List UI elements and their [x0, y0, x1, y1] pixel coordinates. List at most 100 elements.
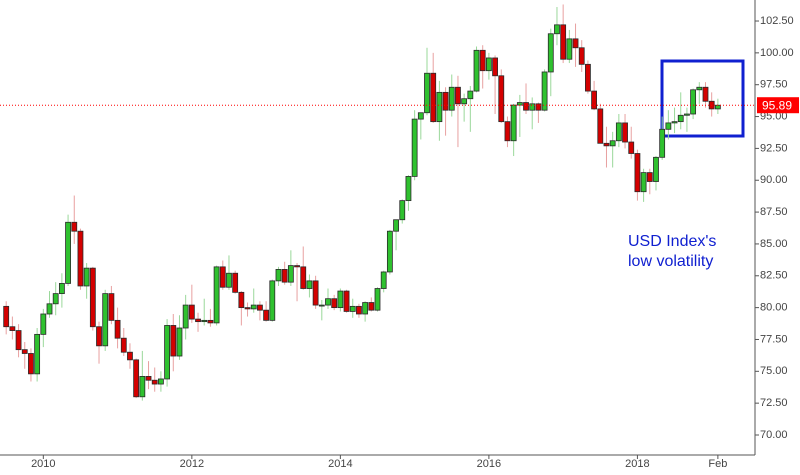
candle-body: [640, 172, 647, 193]
candle-body: [430, 72, 437, 123]
candle-body: [547, 33, 554, 73]
candle-body: [473, 49, 480, 92]
candle-body: [28, 353, 34, 375]
candle-body: [250, 304, 257, 310]
y-tick-label: 80.00: [760, 302, 788, 314]
candle-body: [114, 319, 121, 339]
candle-body: [219, 266, 226, 288]
x-tick-label: 2018: [625, 458, 649, 470]
candle-body: [411, 118, 418, 177]
candle-body: [653, 156, 659, 182]
candle-body: [510, 104, 517, 142]
candle-body: [529, 103, 536, 111]
candle-body: [368, 302, 375, 311]
candle-body: [665, 122, 672, 130]
x-tick-label: 2014: [328, 458, 352, 470]
x-tick-label: 2012: [180, 458, 204, 470]
candle-body: [244, 307, 251, 310]
candle-body: [71, 221, 78, 232]
candle-body: [405, 176, 412, 202]
y-tick-label: 82.50: [760, 270, 788, 282]
candle-body: [356, 305, 362, 315]
candle-body: [294, 265, 300, 268]
candle-body: [541, 71, 548, 111]
candle-body: [498, 75, 505, 123]
candle-body: [170, 325, 177, 357]
candle-body: [659, 128, 666, 158]
candle-body: [188, 304, 195, 320]
candle-body: [646, 172, 653, 182]
candle-body: [195, 318, 201, 323]
candle-body: [127, 351, 133, 361]
candle-body: [158, 378, 164, 385]
candle-body: [21, 349, 28, 354]
candle-body: [696, 86, 703, 91]
candle-body: [455, 86, 461, 105]
candle-body: [337, 290, 344, 309]
candle-body: [58, 283, 65, 295]
candle-body: [622, 122, 628, 143]
y-tick-label: 90.00: [760, 174, 788, 186]
candle-body: [306, 280, 313, 289]
candle-body: [40, 313, 47, 335]
candle-body: [182, 304, 189, 329]
candle-body: [566, 38, 573, 60]
candle-body: [442, 91, 449, 111]
candle-body: [89, 267, 96, 328]
y-tick-label: 75.00: [760, 365, 788, 377]
candle-body: [287, 265, 294, 283]
y-tick-label: 92.50: [760, 142, 788, 154]
candle-body: [677, 114, 684, 123]
candle-body: [349, 305, 356, 312]
candle-body: [238, 291, 245, 309]
candle-body: [257, 304, 263, 311]
candle-body: [535, 103, 542, 111]
y-tick-label: 77.50: [760, 333, 788, 345]
highlight-box: [660, 59, 745, 138]
candle-body: [560, 24, 567, 60]
y-tick-label: 85.00: [760, 238, 788, 250]
candle-body: [213, 266, 220, 324]
candle-body: [671, 121, 678, 124]
candle-body: [108, 293, 115, 321]
candle-body: [399, 200, 406, 221]
candle-body: [325, 298, 331, 306]
candle-body: [615, 122, 622, 142]
candle-body: [96, 326, 102, 347]
candle-body: [176, 327, 183, 357]
candle-body: [523, 102, 529, 111]
candle-body: [479, 49, 486, 72]
y-tick-label: 72.50: [760, 397, 788, 409]
candle-body: [702, 86, 709, 102]
candle-body: [436, 91, 443, 123]
candle-body: [343, 290, 350, 312]
candle-body: [120, 337, 127, 353]
candle-body: [77, 230, 84, 287]
y-tick-label: 95.00: [760, 110, 788, 122]
candle-body: [102, 293, 109, 347]
candle-body: [461, 98, 468, 105]
candle-body: [34, 333, 41, 375]
candle-body: [46, 303, 53, 315]
candle-body: [554, 24, 560, 35]
y-tick-label: 102.50: [760, 15, 794, 27]
candle-body: [312, 280, 319, 306]
candle-body: [634, 153, 641, 193]
candle-body: [467, 90, 474, 100]
candle-body: [591, 90, 597, 110]
candle-body: [201, 319, 208, 323]
candle-body: [331, 298, 338, 309]
x-tick-label: Feb: [708, 458, 727, 470]
annotation: USD Index's low volatility: [628, 233, 716, 270]
candles: [3, 4, 721, 401]
candle-body: [417, 112, 424, 120]
candle-body: [424, 72, 430, 114]
x-tick-label: 2010: [31, 458, 55, 470]
candle-body: [83, 267, 90, 287]
candle-body: [139, 376, 146, 398]
candle-body: [15, 330, 22, 351]
y-tick-label: 97.50: [760, 79, 788, 91]
candle-body: [164, 325, 170, 380]
candle-body: [52, 293, 59, 305]
candle-body: [585, 63, 591, 92]
